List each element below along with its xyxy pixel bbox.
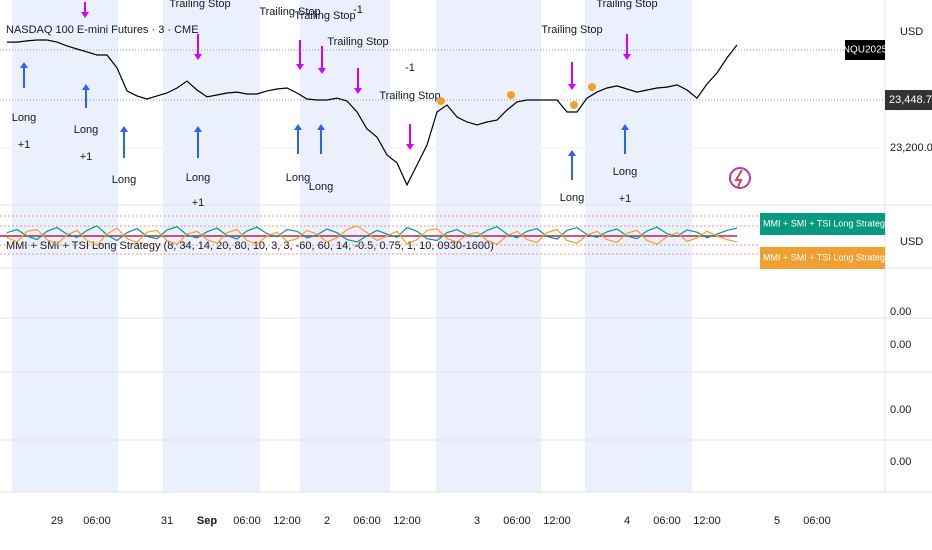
trade-label: Trailing Stop [379, 90, 440, 102]
indicator-title: MMI + SMI + TSI Long Strategy (8, 34, 14… [6, 240, 494, 252]
trade-label: Long [560, 192, 584, 204]
trade-label: Long [74, 124, 98, 136]
x-tick-label: 29 [51, 515, 63, 527]
trade-label: Long [286, 172, 310, 184]
x-tick-label: Sep [197, 515, 217, 527]
x-tick-label: 4 [624, 515, 630, 527]
y-tick-label: 23,200.00 [890, 142, 932, 154]
alert-icon[interactable] [729, 167, 751, 189]
signal-dot [507, 91, 515, 99]
trade-label: -1 [353, 4, 363, 16]
long-arrow-head [294, 124, 302, 130]
symbol-title: NASDAQ 100 E-mini Futures · 3 · CME [6, 24, 199, 36]
signal-dot [588, 83, 596, 91]
long-arrow-head [82, 84, 90, 90]
price-line [6, 225, 738, 246]
session-bands [12, 0, 692, 492]
price-line [6, 225, 738, 243]
x-tick-label: 06:00 [653, 515, 681, 527]
trade-label: Long [186, 172, 210, 184]
x-tick-label: 06:00 [233, 515, 261, 527]
exit-arrow-head [406, 144, 414, 150]
x-tick-label: 12:00 [693, 515, 721, 527]
long-arrow-head [621, 124, 629, 130]
pane-dividers [0, 0, 932, 493]
price-line [7, 39, 738, 187]
pane-value: 0.00 [890, 339, 911, 351]
trade-label: +1 [619, 193, 632, 205]
signal-dot [570, 101, 578, 109]
currency: USD [900, 236, 923, 248]
exit-arrow-head [194, 54, 202, 60]
last-price-label: 23,448.75 [889, 94, 932, 106]
long-arrow-head [194, 126, 202, 132]
long-arrow-head [20, 62, 28, 68]
x-tick-label: 06:00 [83, 515, 111, 527]
x-tick-label: 06:00 [503, 515, 531, 527]
currency: USD [900, 26, 923, 38]
trade-label: Long [309, 181, 333, 193]
long-arrow-head [317, 124, 325, 130]
trade-label: +1 [192, 197, 205, 209]
trade-label: Trailing Stop [596, 0, 657, 10]
long-arrow-head [120, 126, 128, 132]
exit-arrow-head [623, 54, 631, 60]
trade-label: +1 [18, 139, 31, 151]
exit-arrow-head [568, 84, 576, 90]
trade-label: Trailing Stop [259, 6, 320, 18]
trade-label: Trailing Stop [541, 24, 602, 36]
alert-bolt [734, 169, 743, 188]
x-tick-label: 06:00 [353, 515, 381, 527]
legend-label: MMI + SMI + TSI Long Strategy:SMI [763, 252, 908, 262]
legend-tag [760, 213, 885, 235]
symbol-tag: NQU2025 [843, 45, 888, 56]
x-tick-label: 3 [474, 515, 480, 527]
exit-arrow-head [81, 12, 89, 18]
trade-label: Trailing Stop [294, 10, 355, 22]
trade-label: -1 [405, 62, 415, 74]
x-tick-label: 5 [774, 515, 780, 527]
trade-label: +1 [80, 151, 93, 163]
last-price-bg [885, 90, 932, 111]
x-tick-label: 2 [324, 515, 330, 527]
trade-label: Trailing Stop [169, 0, 230, 10]
legend-label: MMI + SMI + TSI Long Strategy:MMI [763, 218, 909, 228]
x-tick-label: 12:00 [273, 515, 301, 527]
exit-arrow-head [354, 88, 362, 94]
x-tick-label: 06:00 [803, 515, 831, 527]
trade-label: Long [112, 174, 136, 186]
symbol-tag-bg [845, 40, 885, 60]
pane-value: 0.00 [890, 306, 911, 318]
trade-label: Trailing Stop [327, 36, 388, 48]
x-tick-label: 31 [161, 515, 173, 527]
legend-tag [760, 247, 885, 269]
trade-label: Long [12, 112, 36, 124]
x-tick-label: 12:00 [393, 515, 421, 527]
trade-label: Long [613, 166, 637, 178]
exit-arrow-head [296, 64, 304, 70]
exit-arrow-head [318, 68, 326, 74]
pane-value: 0.00 [890, 456, 911, 468]
long-arrow-head [568, 150, 576, 156]
signal-dot [437, 97, 445, 105]
x-tick-label: 12:00 [543, 515, 571, 527]
pane-value: 0.00 [890, 404, 911, 416]
